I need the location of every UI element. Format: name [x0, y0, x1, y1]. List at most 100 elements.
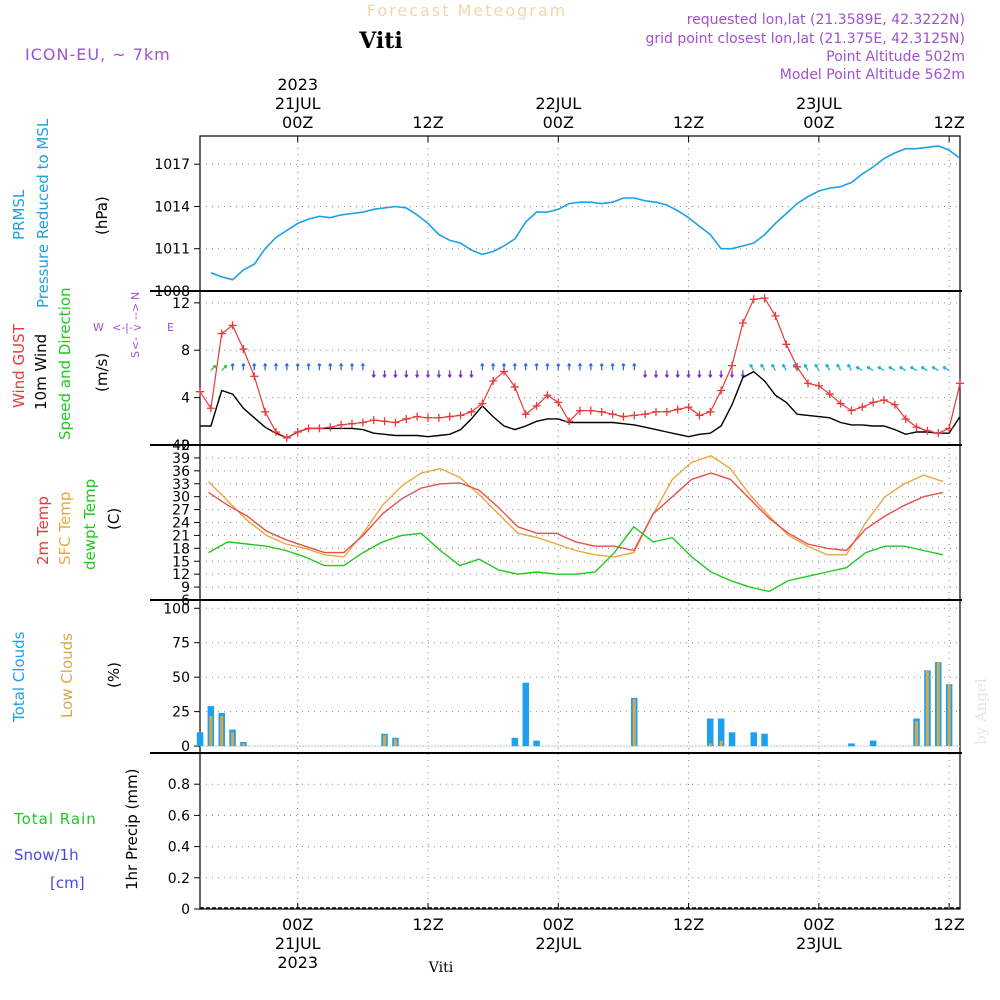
gust-marker — [521, 410, 530, 419]
gust-marker — [467, 407, 476, 416]
wind-speed-line — [200, 370, 961, 439]
y-tick-label: 24 — [172, 516, 190, 532]
wind-arrow — [664, 370, 669, 378]
gust-marker — [456, 411, 465, 420]
gust-marker — [478, 399, 487, 408]
low-cloud-bar — [947, 684, 951, 747]
wind-arrow — [621, 363, 626, 371]
time-tick-top-label: 23JUL — [796, 94, 842, 113]
gust-marker — [619, 412, 628, 421]
pressure-panel-labels: PRMSL Pressure Reduced to MSL (hPa) — [10, 118, 111, 308]
total-cloud-bar — [717, 718, 725, 747]
gust-marker — [424, 413, 432, 422]
gust-marker — [804, 379, 812, 388]
temp-unit: (C) — [105, 508, 123, 530]
wind-arrow — [447, 370, 452, 378]
gust-marker — [315, 424, 324, 433]
gust-marker — [945, 424, 954, 433]
time-tick-top-label: 12Z — [412, 113, 443, 132]
gust-marker — [337, 420, 346, 429]
y-tick-label: 4 — [181, 391, 190, 407]
gust-marker — [402, 414, 411, 423]
faint-title: Forecast Meteogram — [367, 1, 567, 20]
wind-arrow — [578, 363, 582, 371]
wind-arrow — [556, 363, 561, 371]
low-cloud-bar — [220, 715, 224, 747]
total-cloud-bar — [869, 740, 877, 747]
y-tick-label: 0.8 — [168, 777, 190, 793]
gust-marker — [641, 410, 650, 419]
wind-arrow — [760, 363, 766, 371]
y-tick-label: 0 — [181, 739, 190, 755]
snow-label: Snow/1h — [14, 846, 79, 864]
wind-y-axis: 0 4 8 12 — [172, 296, 960, 454]
y-tick-label: 75 — [172, 636, 190, 652]
pressure-label-prmsl: PRMSL — [10, 189, 28, 240]
y-tick-label: 39 — [172, 451, 190, 467]
time-tick-top-label: 12Z — [673, 113, 704, 132]
gust-marker — [825, 390, 834, 399]
time-tick-top-label: 00Z — [282, 113, 313, 132]
wind-arrow — [328, 363, 333, 371]
gust-marker — [413, 412, 422, 421]
gust-marker — [532, 401, 541, 410]
wind-arrow — [404, 370, 409, 378]
wind-arrow — [491, 363, 496, 371]
wind-arrow — [877, 366, 885, 371]
gust-marker — [738, 318, 747, 327]
y-tick-label: 1008 — [154, 284, 190, 300]
gust-marker — [684, 403, 693, 412]
gust-marker — [793, 362, 802, 371]
location-title: Viti — [358, 28, 403, 54]
time-tick-bottom-label: 12Z — [412, 915, 443, 934]
clouds-panel: Total Clouds Low Clouds (%) 0 25 50 75 100 — [10, 601, 960, 755]
wind-label-gust: Wind GUST — [10, 323, 28, 408]
low-cloud-bar — [708, 743, 712, 747]
wind-arrow — [610, 363, 615, 371]
gust-marker — [282, 433, 291, 442]
wind-arrow — [306, 363, 311, 371]
compass-arrow-s: <- — [129, 337, 142, 350]
wind-arrow — [393, 370, 398, 378]
gust-marker — [554, 398, 563, 407]
wind-unit: (m/s) — [93, 353, 111, 392]
total-cloud-bar — [848, 743, 855, 747]
gust-marker — [728, 361, 736, 370]
wind-arrow — [523, 363, 528, 371]
gust-marker — [695, 411, 704, 420]
gust-marker — [348, 419, 356, 428]
total-cloud-bar — [707, 718, 714, 747]
precip-unit: 1hr Precip (mm) — [123, 769, 141, 890]
y-tick-label: 0.2 — [168, 871, 190, 887]
y-tick-label: 30 — [172, 490, 190, 506]
y-tick-label: 8 — [181, 343, 190, 359]
y-tick-label: 1014 — [154, 199, 190, 215]
low-cloud-bar — [231, 732, 235, 747]
gust-marker — [196, 387, 204, 396]
gust-marker — [934, 429, 943, 438]
gust-marker — [673, 405, 682, 414]
y-tick-label: 1011 — [154, 242, 190, 258]
time-tick-top-label: 21JUL — [275, 94, 321, 113]
clouds-frame — [199, 599, 961, 754]
wind-arrow — [545, 363, 550, 371]
gust-marker — [923, 426, 932, 435]
temperature-panel: 2m Temp SFC Temp dewpt Temp (C) 69121518… — [34, 438, 960, 609]
compass-w: W — [93, 321, 104, 334]
compass-e: E — [167, 321, 174, 334]
gust-marker — [358, 418, 367, 427]
wind-arrow — [847, 363, 852, 371]
pressure-y-axis: 1008 1011 1014 1017 — [154, 157, 960, 300]
y-tick-label: 18 — [172, 541, 190, 557]
precip-panel: Total Rain Snow/1h [cm] 1hr Precip (mm) … — [13, 769, 960, 918]
y-tick-label: 42 — [172, 438, 190, 454]
wind-arrow — [643, 370, 648, 378]
wind-arrow — [899, 366, 907, 371]
precip-y-axis: 0 0.2 0.4 0.6 0.8 — [168, 777, 960, 918]
wind-arrow — [686, 370, 691, 378]
gust-marker — [380, 417, 389, 426]
gust-marker — [912, 423, 921, 432]
requested-coords: requested lon,lat (21.3589E, 42.3222N) — [687, 12, 965, 28]
gust-marker — [261, 407, 270, 416]
